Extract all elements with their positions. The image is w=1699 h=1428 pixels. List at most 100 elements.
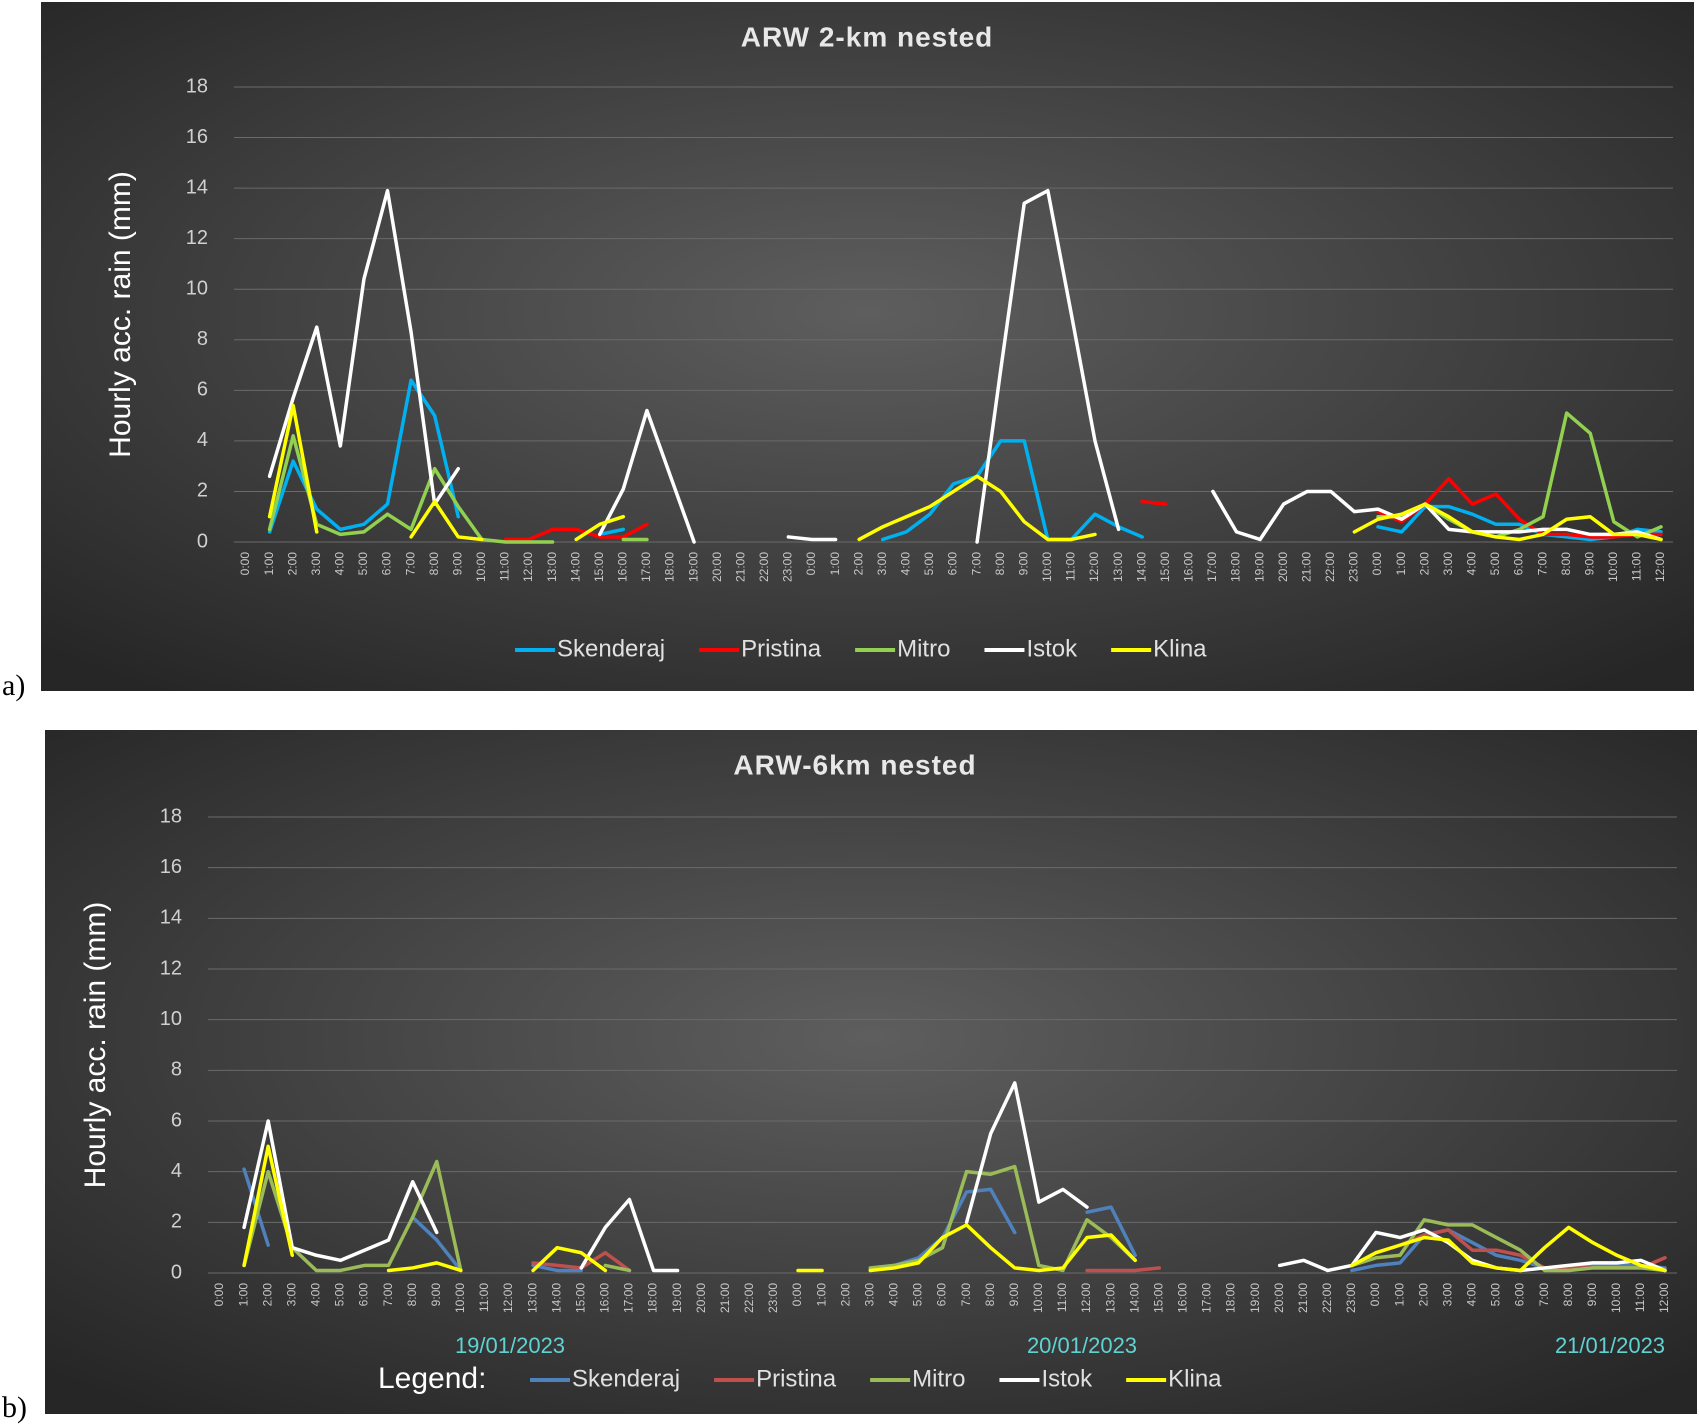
x-tick-label: 14:00 — [568, 552, 582, 582]
y-tick-label: 8 — [197, 328, 208, 350]
legend-label: Skenderaj — [572, 1365, 680, 1392]
x-tick-label: 8:00 — [427, 552, 441, 576]
date-label: 20/01/2023 — [1027, 1333, 1137, 1358]
x-tick-label: 6:00 — [357, 1283, 371, 1307]
x-tick-label: 5:00 — [1488, 552, 1502, 576]
x-tick-label: 15:00 — [573, 1283, 587, 1313]
x-tick-label: 13:00 — [525, 1283, 539, 1313]
x-tick-label: 21:00 — [1296, 1283, 1310, 1313]
x-tick-label: 19:00 — [670, 1283, 684, 1313]
x-tick-label: 1:00 — [828, 552, 842, 576]
x-tick-label: 4:00 — [1465, 1283, 1479, 1307]
x-tick-label: 15:00 — [1158, 552, 1172, 582]
x-tick-label: 11:00 — [477, 1283, 491, 1312]
x-tick-label: 2:00 — [1417, 552, 1431, 576]
date-label: 21/01/2023 — [1555, 1333, 1665, 1358]
x-tick-label: 2:00 — [1416, 1283, 1430, 1307]
series-line — [267, 188, 1663, 544]
y-tick-label: 12 — [160, 957, 182, 979]
x-tick-label: 15:00 — [592, 552, 606, 582]
x-tick-label: 22:00 — [742, 1283, 756, 1313]
legend-title: Legend: — [378, 1362, 486, 1395]
y-tick-label: 16 — [186, 126, 208, 148]
x-tick-label: 0:00 — [790, 1283, 804, 1307]
y-tick-label: 16 — [160, 856, 182, 878]
y-tick-label: 0 — [197, 530, 208, 552]
x-tick-label: 8:00 — [1561, 1283, 1575, 1307]
x-tick-label: 9:00 — [450, 552, 464, 576]
x-tick-label: 7:00 — [1537, 1283, 1551, 1307]
x-tick-label: 11:00 — [1633, 1283, 1647, 1312]
x-tick-label: 18:00 — [663, 552, 677, 582]
x-tick-label: 6:00 — [380, 552, 394, 576]
x-tick-label: 7:00 — [959, 1283, 973, 1307]
panel-label: a) — [2, 669, 25, 702]
panel-background — [41, 2, 1694, 691]
x-tick-label: 14:00 — [1127, 1283, 1141, 1313]
x-tick-label: 17:00 — [1200, 1283, 1214, 1313]
x-tick-label: 7:00 — [969, 552, 983, 576]
x-tick-label: 2:00 — [838, 1283, 852, 1307]
x-tick-label: 20:00 — [710, 552, 724, 582]
x-tick-label: 22:00 — [1320, 1283, 1334, 1313]
x-tick-label: 11:00 — [1064, 552, 1078, 581]
x-tick-label: 4:00 — [1465, 552, 1479, 576]
y-tick-label: 14 — [160, 907, 182, 929]
x-tick-label: 23:00 — [1347, 552, 1361, 582]
x-tick-label: 16:00 — [1182, 552, 1196, 582]
x-tick-label: 2:00 — [260, 1283, 274, 1307]
y-tick-label: 10 — [160, 1008, 182, 1030]
x-tick-label: 21:00 — [718, 1283, 732, 1313]
x-tick-label: 23:00 — [781, 552, 795, 582]
x-tick-label: 1:00 — [1394, 552, 1408, 576]
x-tick-label: 4:00 — [887, 1283, 901, 1307]
x-tick-label: 4:00 — [333, 552, 347, 576]
x-tick-label: 14:00 — [549, 1283, 563, 1313]
x-tick-label: 12:00 — [521, 552, 535, 582]
series-line — [267, 403, 1663, 542]
x-tick-label: 13:00 — [545, 552, 559, 582]
x-tick-label: 11:00 — [1630, 552, 1644, 581]
legend-label: Pristina — [756, 1365, 837, 1392]
x-tick-label: 0:00 — [1370, 552, 1384, 576]
x-tick-label: 1:00 — [262, 552, 276, 576]
x-tick-label: 5:00 — [922, 552, 936, 576]
y-tick-label: 18 — [160, 805, 182, 827]
x-tick-label: 1:00 — [814, 1283, 828, 1307]
x-tick-label: 5:00 — [911, 1283, 925, 1307]
x-tick-label: 17:00 — [1205, 552, 1219, 582]
x-tick-label: 5:00 — [333, 1283, 347, 1307]
x-tick-label: 17:00 — [622, 1283, 636, 1313]
x-tick-label: 1:00 — [236, 1283, 250, 1307]
y-tick-label: 4 — [171, 1160, 182, 1182]
x-tick-label: 6:00 — [1512, 552, 1526, 576]
x-tick-label: 3:00 — [1440, 1283, 1454, 1307]
x-tick-label: 5:00 — [356, 552, 370, 576]
y-tick-label: 8 — [171, 1059, 182, 1081]
legend-label: Skenderaj — [557, 635, 665, 662]
legend-label: Klina — [1153, 635, 1207, 662]
panel-label: b) — [2, 1391, 27, 1424]
x-tick-label: 22:00 — [1323, 552, 1337, 582]
x-tick-label: 10:00 — [474, 552, 488, 582]
x-tick-label: 20:00 — [1276, 552, 1290, 582]
x-tick-label: 20:00 — [694, 1283, 708, 1313]
x-tick-label: 21:00 — [1299, 552, 1313, 582]
x-tick-label: 11:00 — [498, 552, 512, 581]
x-tick-label: 21:00 — [733, 552, 747, 582]
x-tick-label: 7:00 — [381, 1283, 395, 1307]
series-line — [242, 1081, 1667, 1273]
x-tick-label: 4:00 — [899, 552, 913, 576]
y-tick-label: 0 — [171, 1261, 182, 1283]
x-tick-label: 19:00 — [686, 552, 700, 582]
x-tick-label: 12:00 — [1079, 1283, 1093, 1313]
x-tick-label: 16:00 — [616, 552, 630, 582]
x-tick-label: 22:00 — [757, 552, 771, 582]
x-tick-label: 10:00 — [1606, 552, 1620, 582]
x-tick-label: 2:00 — [851, 552, 865, 576]
x-tick-label: 3:00 — [309, 552, 323, 576]
y-tick-label: 6 — [171, 1109, 182, 1131]
x-tick-label: 0:00 — [804, 552, 818, 576]
x-tick-label: 0:00 — [212, 1283, 226, 1307]
